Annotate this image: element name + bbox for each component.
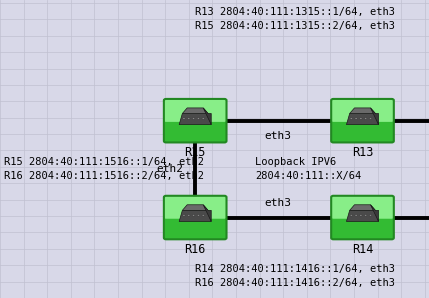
- Polygon shape: [371, 205, 378, 221]
- Polygon shape: [179, 114, 211, 125]
- Polygon shape: [347, 114, 378, 125]
- Polygon shape: [350, 205, 375, 210]
- Polygon shape: [179, 210, 211, 221]
- Circle shape: [360, 215, 362, 216]
- Circle shape: [360, 118, 362, 119]
- Polygon shape: [347, 210, 378, 221]
- Circle shape: [193, 118, 195, 119]
- Circle shape: [369, 215, 372, 216]
- FancyBboxPatch shape: [332, 216, 393, 239]
- Circle shape: [369, 118, 372, 119]
- Circle shape: [193, 215, 195, 216]
- Text: eth3: eth3: [265, 131, 291, 141]
- FancyBboxPatch shape: [332, 119, 393, 142]
- Text: R13 2804:40:111:1315::1/64, eth3
R15 2804:40:111:1315::2/64, eth3: R13 2804:40:111:1315::1/64, eth3 R15 280…: [195, 7, 395, 31]
- Text: R16: R16: [184, 243, 206, 256]
- Text: R15: R15: [184, 146, 206, 159]
- Circle shape: [365, 118, 367, 119]
- Circle shape: [350, 215, 353, 216]
- FancyBboxPatch shape: [164, 196, 226, 219]
- Text: R14 2804:40:111:1416::1/64, eth3
R16 2804:40:111:1416::2/64, eth3: R14 2804:40:111:1416::1/64, eth3 R16 280…: [195, 264, 395, 288]
- Circle shape: [197, 118, 199, 119]
- Text: R15 2804:40:111:1516::1/64, eth2
R16 2804:40:111:1516::2/64, eth2: R15 2804:40:111:1516::1/64, eth2 R16 280…: [4, 157, 204, 181]
- Text: eth3: eth3: [265, 198, 291, 208]
- Text: eth2: eth2: [156, 164, 183, 174]
- FancyBboxPatch shape: [332, 99, 393, 122]
- Circle shape: [365, 215, 367, 216]
- Polygon shape: [182, 205, 208, 210]
- Polygon shape: [371, 108, 378, 125]
- Polygon shape: [182, 108, 208, 114]
- FancyBboxPatch shape: [164, 99, 226, 122]
- Circle shape: [350, 118, 353, 119]
- Text: R13: R13: [352, 146, 373, 159]
- Text: R14: R14: [352, 243, 373, 256]
- Circle shape: [202, 118, 204, 119]
- Circle shape: [187, 118, 190, 119]
- Circle shape: [183, 215, 185, 216]
- Polygon shape: [350, 108, 375, 114]
- Text: Loopback IPV6
2804:40:111::X/64: Loopback IPV6 2804:40:111::X/64: [255, 157, 362, 181]
- Circle shape: [202, 215, 204, 216]
- FancyBboxPatch shape: [332, 196, 393, 219]
- FancyBboxPatch shape: [164, 216, 226, 239]
- Circle shape: [187, 215, 190, 216]
- Circle shape: [197, 215, 199, 216]
- Polygon shape: [203, 205, 211, 221]
- Circle shape: [355, 215, 357, 216]
- FancyBboxPatch shape: [164, 119, 226, 142]
- Polygon shape: [203, 108, 211, 125]
- Circle shape: [183, 118, 185, 119]
- Circle shape: [355, 118, 357, 119]
